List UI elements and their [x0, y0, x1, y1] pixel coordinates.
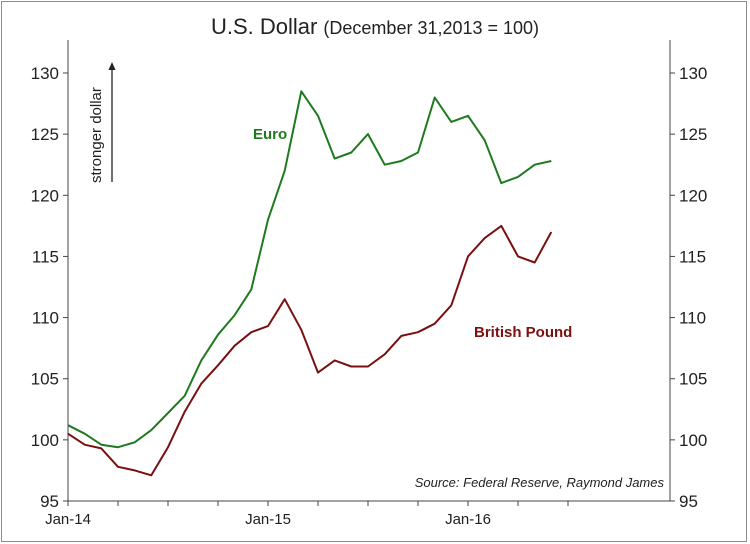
- x-tick-label: Jan-15: [245, 511, 291, 528]
- y-tick-label-right: 130: [679, 64, 707, 83]
- y-tick-label-right: 100: [679, 431, 707, 450]
- series-lines: [67, 90, 553, 477]
- title-main: U.S. Dollar: [210, 14, 318, 39]
- y-tick-label-left: 130: [31, 64, 59, 83]
- y-tick-label-right: 110: [679, 309, 706, 328]
- source-note: Source: Federal Reserve, Raymond James: [415, 475, 665, 490]
- chart-title: U.S. Dollar (December 31,2013 = 100): [0, 14, 750, 40]
- y-tick-label-left: 125: [31, 125, 59, 144]
- title-subtitle: (December 31,2013 = 100): [323, 18, 540, 38]
- y-tick-label-right: 115: [679, 247, 706, 266]
- series-label-euro: Euro: [253, 126, 287, 143]
- y-tick-label-right: 105: [679, 370, 707, 389]
- y-tick-label-right: 95: [679, 492, 698, 511]
- y-tick-label-right: 125: [679, 125, 707, 144]
- y-tick-label-left: 120: [31, 186, 59, 205]
- x-tick-label: Jan-14: [45, 511, 91, 528]
- y-tick-label-left: 110: [32, 309, 59, 328]
- y-tick-label-right: 120: [679, 186, 707, 205]
- series-line-euro: [67, 90, 552, 449]
- stronger-dollar-arrowhead: [108, 62, 116, 70]
- y-tick-label-left: 105: [31, 370, 59, 389]
- series-line-british-pound: [67, 224, 553, 477]
- y-tick-label-left: 115: [32, 247, 59, 266]
- stronger-dollar-annotation: stronger dollar: [88, 62, 116, 183]
- y-tick-label-left: 100: [31, 431, 59, 450]
- series-labels: Euro British Pound: [253, 126, 572, 341]
- series-label-british-pound: British Pound: [474, 324, 572, 341]
- axes: 95 95 100 100 105 105 110 110 115 115 120 120 125 125…: [31, 40, 707, 528]
- x-tick-label: Jan-16: [445, 511, 491, 528]
- stronger-dollar-label: stronger dollar: [88, 87, 105, 183]
- y-tick-label-left: 95: [40, 492, 59, 511]
